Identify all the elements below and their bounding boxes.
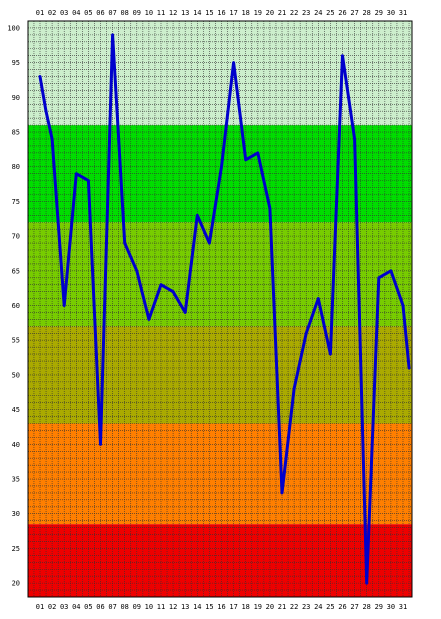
x-tick-label-top: 05 [84,9,92,17]
x-tick-label-bottom: 04 [72,603,80,611]
x-tick-label-top: 17 [229,9,237,17]
x-tick-label-bottom: 18 [241,603,249,611]
x-tick-label-bottom: 22 [290,603,298,611]
x-tick-label-bottom: 10 [145,603,153,611]
x-axis-top-ticks: 01 02 03 04 05 06 07 08 09 10 11 12 13 14 15 16 17 18 19 20… [36,9,407,17]
x-tick-label-top: 08 [120,9,128,17]
y-axis-ticks: 20 25 30 35 40 45 50 55 60 65 70 75 80 85 90 95 100 [7,24,20,587]
y-tick-label: 65 [12,267,20,275]
x-tick-label-bottom: 11 [157,603,165,611]
x-tick-label-bottom: 12 [169,603,177,611]
x-tick-label-top: 21 [278,9,286,17]
band-5 [28,21,412,126]
y-tick-label: 55 [12,337,20,345]
y-tick-label: 60 [12,302,20,310]
x-tick-label-top: 06 [96,9,104,17]
x-tick-label-bottom: 09 [133,603,141,611]
x-tick-label-top: 30 [387,9,395,17]
y-tick-label: 100 [7,24,20,32]
y-tick-label: 20 [12,580,20,588]
x-tick-label-bottom: 27 [350,603,358,611]
x-tick-label-bottom: 25 [326,603,334,611]
x-tick-label-bottom: 13 [181,603,189,611]
x-tick-label-top: 27 [350,9,358,17]
x-tick-label-bottom: 03 [60,603,68,611]
y-tick-label: 45 [12,406,20,414]
x-tick-label-top: 15 [205,9,213,17]
x-tick-label-top: 25 [326,9,334,17]
y-tick-label: 50 [12,371,20,379]
band-0 [28,524,412,597]
series-line-0 [38,33,411,585]
x-tick-label-top: 02 [48,9,56,17]
x-tick-label-bottom: 20 [266,603,274,611]
x-tick-label-bottom: 28 [362,603,370,611]
x-tick-label-top: 07 [108,9,116,17]
x-tick-label-top: 03 [60,9,68,17]
x-tick-label-top: 13 [181,9,189,17]
x-tick-label-bottom: 24 [314,603,322,611]
x-tick-label-top: 16 [217,9,225,17]
x-tick-label-bottom: 17 [229,603,237,611]
series-lines [38,33,411,585]
y-tick-label: 35 [12,476,20,484]
x-tick-label-top: 28 [362,9,370,17]
x-tick-label-bottom: 23 [302,603,310,611]
x-tick-label-bottom: 21 [278,603,286,611]
x-tick-label-bottom: 05 [84,603,92,611]
y-tick-label: 30 [12,510,20,518]
x-tick-label-top: 01 [36,9,44,17]
x-tick-label-top: 20 [266,9,274,17]
x-tick-label-top: 10 [145,9,153,17]
y-tick-label: 80 [12,163,20,171]
x-tick-label-bottom: 15 [205,603,213,611]
x-tick-label-bottom: 19 [254,603,262,611]
y-tick-label: 95 [12,59,20,67]
x-tick-label-top: 09 [133,9,141,17]
plot-frame [27,20,413,598]
y-tick-label: 90 [12,94,20,102]
x-tick-label-top: 19 [254,9,262,17]
x-tick-label-top: 31 [399,9,407,17]
x-tick-label-top: 26 [338,9,346,17]
x-tick-label-bottom: 31 [399,603,407,611]
grid-lines [28,20,412,598]
x-tick-label-bottom: 26 [338,603,346,611]
x-tick-label-bottom: 02 [48,603,56,611]
x-tick-label-top: 12 [169,9,177,17]
plot-border [27,20,413,598]
x-tick-label-bottom: 01 [36,603,44,611]
x-tick-label-bottom: 14 [193,603,201,611]
y-tick-label: 75 [12,198,20,206]
y-tick-label: 70 [12,233,20,241]
x-tick-label-bottom: 16 [217,603,225,611]
x-tick-label-top: 04 [72,9,80,17]
x-tick-label-top: 23 [302,9,310,17]
y-tick-label: 40 [12,441,20,449]
x-tick-label-bottom: 30 [387,603,395,611]
x-tick-label-top: 18 [241,9,249,17]
x-tick-label-bottom: 08 [120,603,128,611]
x-tick-label-bottom: 07 [108,603,116,611]
x-axis-bottom-ticks: 01 02 03 04 05 06 07 08 09 10 11 12 13 14 15 16 17 18 19 20… [36,603,407,611]
y-tick-label: 25 [12,545,20,553]
x-tick-label-top: 11 [157,9,165,17]
x-tick-label-top: 22 [290,9,298,17]
y-tick-label: 85 [12,129,20,137]
x-tick-label-bottom: 06 [96,603,104,611]
band-1 [28,423,412,525]
x-tick-label-top: 24 [314,9,322,17]
x-tick-label-top: 29 [375,9,383,17]
x-tick-label-bottom: 29 [375,603,383,611]
x-tick-label-top: 14 [193,9,201,17]
